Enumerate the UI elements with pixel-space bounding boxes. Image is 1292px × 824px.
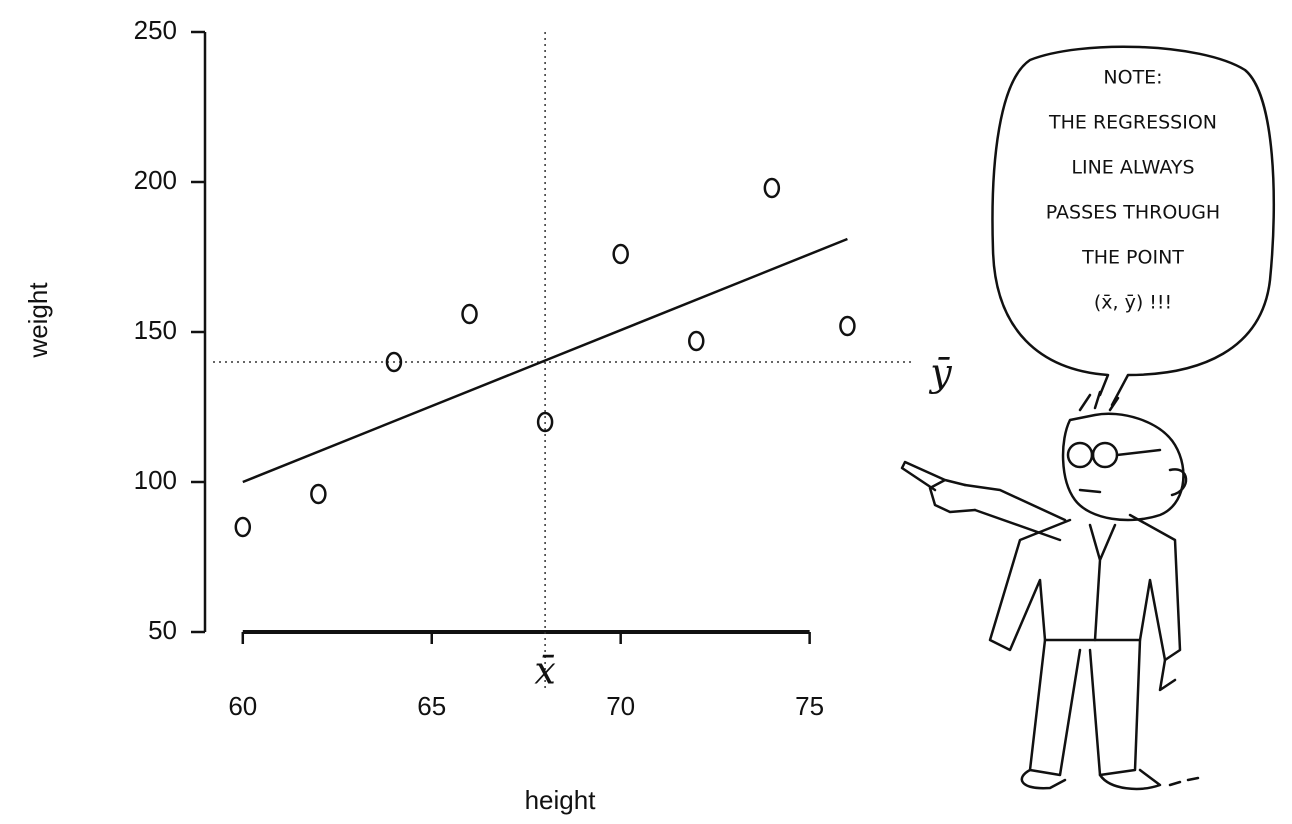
y-tick-label: 150	[134, 315, 177, 345]
chart: weight height NOTE: THE REGRESSION LINE AL…	[0, 0, 1292, 824]
note-text: NOTE: THE REGRESSION LINE ALWAYS PASSES THR…	[1046, 67, 1220, 314]
y-axis-title: weight	[23, 282, 53, 359]
y-mean-label: ȳ	[928, 351, 952, 395]
x-axis-title: height	[525, 785, 597, 815]
point	[689, 332, 703, 350]
point	[840, 317, 854, 335]
x-tick-label: 65	[417, 691, 446, 721]
x-tick-label: 75	[795, 691, 824, 721]
note-line: NOTE:	[1103, 67, 1162, 89]
y-tick-label: 250	[134, 15, 177, 45]
note-line: (x̄, ȳ) !!!	[1094, 292, 1172, 314]
note-line: THE REGRESSION	[1048, 112, 1217, 134]
x-tick-label: 60	[228, 691, 257, 721]
cartoon-man	[902, 392, 1198, 789]
note-line: LINE ALWAYS	[1071, 157, 1194, 179]
x-mean-label: x̄	[534, 649, 555, 693]
y-tick-label: 200	[134, 165, 177, 195]
note-line: THE POINT	[1081, 247, 1184, 269]
point	[765, 179, 779, 197]
point	[463, 305, 477, 323]
regression-line	[243, 239, 848, 482]
point	[614, 245, 628, 263]
speech-bubble	[992, 47, 1273, 405]
y-tick-label: 100	[134, 465, 177, 495]
note-line: PASSES THROUGH	[1046, 202, 1220, 224]
x-tick-label: 70	[606, 691, 635, 721]
point	[236, 518, 250, 536]
point	[311, 485, 325, 503]
y-tick-label: 50	[148, 615, 177, 645]
